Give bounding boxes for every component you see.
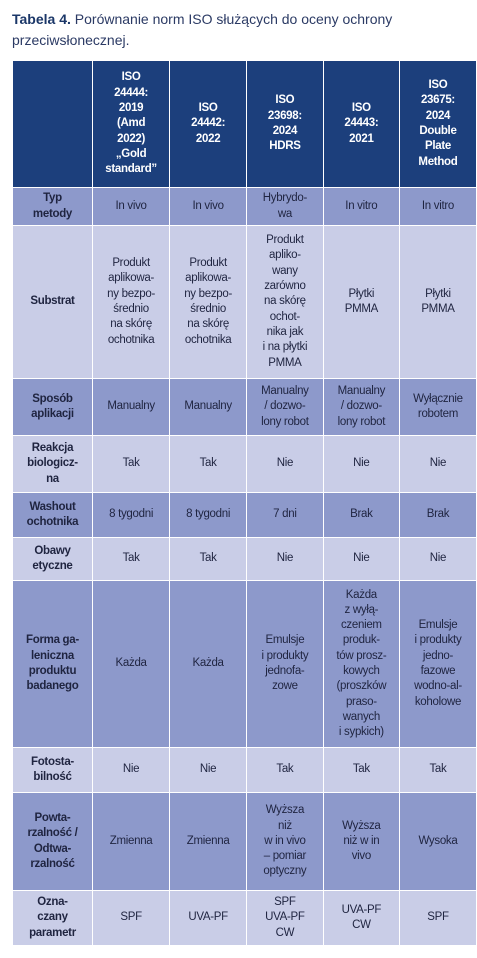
cell: Brak bbox=[322, 492, 400, 538]
row-label: Obawy etyczne bbox=[12, 537, 93, 581]
table-row: Substrat Produkt aplikowa- ny bezpo- śred… bbox=[12, 225, 477, 379]
cell: Nie bbox=[169, 747, 247, 793]
row-label: Sposób aplikacji bbox=[12, 378, 93, 436]
cell: Nie bbox=[322, 537, 400, 581]
cell: Hybrydo- wa bbox=[246, 187, 324, 226]
table-row: Fotosta- bilność Nie Nie Tak Tak Tak bbox=[12, 747, 477, 793]
cell: Każda bbox=[91, 580, 171, 748]
table-row: Ozna- czany parametr SPF UVA-PF SPF UVA-PF … bbox=[12, 890, 477, 946]
cell: Produkt aplikowa- ny bezpo- średnio na s… bbox=[169, 225, 247, 379]
cell: Nie bbox=[246, 435, 324, 493]
cell: Płytki PMMA bbox=[322, 225, 400, 379]
cell: Nie bbox=[398, 537, 477, 581]
table-row: Powta- rzalność / Odtwa- rzalność Zmienna… bbox=[12, 792, 477, 891]
cell: Tak bbox=[322, 747, 400, 793]
column-header: ISO 24443: 2021 bbox=[322, 60, 400, 188]
table-row: Washout ochotnika 8 tygodni 8 tygodni 7 dni… bbox=[12, 492, 477, 538]
row-label: Forma ga- leniczna produktu badanego bbox=[12, 580, 93, 748]
cell: SPF UVA-PF CW bbox=[246, 890, 324, 946]
cell: Tak bbox=[169, 537, 247, 581]
cell: Wyższa niż w in vivo bbox=[322, 792, 400, 891]
cell: Tak bbox=[169, 435, 247, 493]
cell: Produkt aplikowa- ny bezpo- średnio na s… bbox=[91, 225, 171, 379]
cell: 7 dni bbox=[246, 492, 324, 538]
table: ISO 24444: 2019 (Amd 2022) „Gold standar… bbox=[12, 60, 477, 946]
cell: In vitro bbox=[322, 187, 400, 226]
caption-label: Tabela 4. bbox=[12, 11, 71, 27]
cell: UVA-PF bbox=[169, 890, 247, 946]
table-row: Reakcja biologicz- na Tak Tak Nie Nie Nie bbox=[12, 435, 477, 493]
cell: Nie bbox=[91, 747, 171, 793]
column-header: ISO 23698: 2024 HDRS bbox=[246, 60, 324, 188]
cell: Emulsje i produkty jedno- fazowe wodno-a… bbox=[398, 580, 477, 748]
cell: Tak bbox=[246, 747, 324, 793]
cell: Wysoka bbox=[398, 792, 477, 891]
table-row: Obawy etyczne Tak Tak Nie Nie Nie bbox=[12, 537, 477, 581]
cell: Nie bbox=[322, 435, 400, 493]
cell: Tak bbox=[91, 537, 171, 581]
cell: Każda bbox=[169, 580, 247, 748]
column-header: ISO 23675: 2024 Double Plate Method bbox=[398, 60, 477, 188]
row-label: Typ metody bbox=[12, 187, 93, 226]
row-label: Ozna- czany parametr bbox=[12, 890, 93, 946]
row-label: Reakcja biologicz- na bbox=[12, 435, 93, 493]
cell: Płytki PMMA bbox=[398, 225, 477, 379]
cell: 8 tygodni bbox=[169, 492, 247, 538]
cell: Wyłącznie robotem bbox=[398, 378, 477, 436]
caption: Tabela 4. Porównanie norm ISO służących … bbox=[12, 9, 462, 51]
cell: Zmienna bbox=[169, 792, 247, 891]
cell: Manualny bbox=[91, 378, 171, 436]
cell: Nie bbox=[246, 537, 324, 581]
table-row: Typ metody In vivo In vivo Hybrydo- wa In vi… bbox=[12, 187, 477, 226]
cell: UVA-PF CW bbox=[322, 890, 400, 946]
cell: Nie bbox=[398, 435, 477, 493]
cell: Tak bbox=[91, 435, 171, 493]
cell: In vivo bbox=[91, 187, 171, 226]
cell: Tak bbox=[398, 747, 477, 793]
cell: Brak bbox=[398, 492, 477, 538]
cell: 8 tygodni bbox=[91, 492, 171, 538]
cell: In vitro bbox=[398, 187, 477, 226]
cell: Manualny / dozwo- lony robot bbox=[322, 378, 400, 436]
cell: Zmienna bbox=[91, 792, 171, 891]
cell: SPF bbox=[91, 890, 171, 946]
cell: Produkt apliko- wany zarówno na skórę oc… bbox=[246, 225, 324, 379]
cell: Manualny / dozwo- lony robot bbox=[246, 378, 324, 436]
cell: Każda z wyłą- czeniem produk- tów prosz-… bbox=[322, 580, 400, 748]
table-row: Forma ga- leniczna produktu badanego Każd… bbox=[12, 580, 477, 748]
row-label: Substrat bbox=[12, 225, 93, 379]
cell: SPF bbox=[398, 890, 477, 946]
column-header: ISO 24444: 2019 (Amd 2022) „Gold standar… bbox=[91, 60, 171, 188]
caption-text: Porównanie norm ISO służących do oceny o… bbox=[12, 11, 393, 48]
table-row: Sposób aplikacji Manualny Manualny Manualny… bbox=[12, 378, 477, 436]
header-row: ISO 24444: 2019 (Amd 2022) „Gold standar… bbox=[12, 60, 477, 188]
column-header: ISO 24442: 2022 bbox=[169, 60, 247, 188]
row-label: Fotosta- bilność bbox=[12, 747, 93, 793]
row-label: Washout ochotnika bbox=[12, 492, 93, 538]
cell: Manualny bbox=[169, 378, 247, 436]
cell: Emulsje i produkty jednofa- zowe bbox=[246, 580, 324, 748]
cell: In vivo bbox=[169, 187, 247, 226]
header-corner bbox=[12, 60, 93, 188]
cell: Wyższa niż w in vivo – pomiar optyczny bbox=[246, 792, 324, 891]
row-label: Powta- rzalność / Odtwa- rzalność bbox=[12, 792, 93, 891]
